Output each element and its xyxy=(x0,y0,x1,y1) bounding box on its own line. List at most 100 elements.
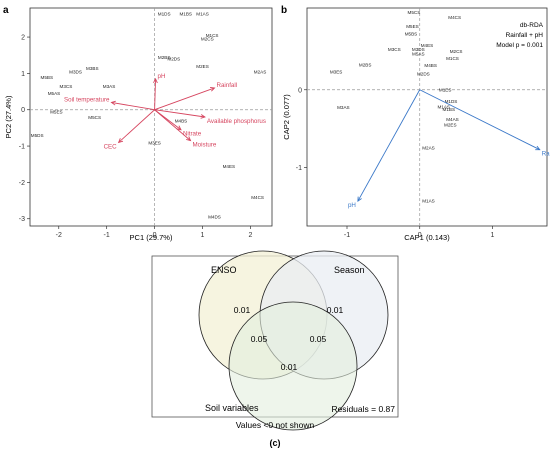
x-tick-label: 1 xyxy=(201,232,205,239)
panel-c: ENSO Season Soil variables 0.01 0.01 0.0… xyxy=(151,250,399,448)
panel-b-legend-line-3: Model p = 0.001 xyxy=(496,42,543,49)
venn-value-season-only: 0.01 xyxy=(327,305,344,315)
site-label-m3as: M3AS xyxy=(103,84,116,89)
site-label-m2as: M2AS xyxy=(422,146,435,151)
vector-cec xyxy=(118,109,155,143)
panel-a-frame xyxy=(29,7,273,227)
x-tick-label: 1 xyxy=(491,232,495,239)
venn-circle-soil-variables xyxy=(228,301,358,431)
vector-label-soil-temperature: Soil temperature xyxy=(64,96,110,103)
panel-a-x-ticks: -2 -1 0 1 2 xyxy=(56,226,252,239)
site-label-m1ds: M1DS xyxy=(158,11,171,16)
site-label-m5bs: M5BS xyxy=(41,75,54,80)
venn-label-enso: ENSO xyxy=(211,265,237,275)
site-label-m4cs: M4CS xyxy=(251,195,264,200)
panel-b-x-ticks: -1 0 1 xyxy=(344,226,495,239)
vector-ph xyxy=(357,89,421,202)
site-label-m4ds: M4DS xyxy=(208,215,221,220)
y-tick-label: 1 xyxy=(21,71,25,78)
panel-a-y-axis-label: PC2 (27.4%) xyxy=(4,95,13,138)
vector-label-cec: CEC xyxy=(104,143,118,150)
x-tick-label: -1 xyxy=(104,232,110,239)
site-label-m3ds: M3DS xyxy=(69,69,82,74)
vector-arrowhead-ph xyxy=(153,77,158,84)
panel-b-vectors: Rainfall pH xyxy=(348,89,550,209)
vector-arrowhead-moisture xyxy=(186,136,192,142)
panel-b-y-axis-label: CAP2 (0.077) xyxy=(282,94,291,140)
site-label-m3es: M3ES xyxy=(330,69,343,74)
panel-b-model-legend: db-RDA Rainfall + pH Model p = 0.001 xyxy=(496,22,543,49)
panel-a-reference-lines xyxy=(30,8,272,226)
panel-a-y-ticks: 2 1 0 -1 -2 -3 xyxy=(19,35,30,223)
site-label-m5cs: M5CS xyxy=(408,10,421,15)
site-label-m3cs: M3CS xyxy=(388,47,401,52)
site-label-m2cs: M2CS xyxy=(201,37,214,42)
x-tick-label: 2 xyxy=(248,232,252,239)
vector-label-rainfall: Rainfall xyxy=(216,82,237,89)
y-tick-label: 0 xyxy=(21,107,25,114)
site-label-m5cs: M5CS xyxy=(88,115,101,120)
site-label-m2as: M2AS xyxy=(254,69,267,74)
panel-b-reference-lines xyxy=(307,8,547,226)
site-label-m1as: M1AS xyxy=(437,104,450,109)
vector-label-ph: pH xyxy=(348,202,356,209)
site-label-m4es: M4ES xyxy=(223,164,236,169)
site-label-m5es: M5ES xyxy=(50,109,63,114)
site-label-m3es: M3ES xyxy=(148,140,161,145)
vector-arrowhead-cec xyxy=(117,138,124,144)
site-label-m2bs: M2BS xyxy=(158,55,171,60)
vector-available-phosphorus xyxy=(154,109,205,118)
venn-value-soil-only: 0.01 xyxy=(281,362,298,372)
x-tick-label: -2 xyxy=(56,232,62,239)
vector-label-available-phosphorus: Available phosphorus xyxy=(207,118,266,125)
vector-arrowhead-rainfall xyxy=(535,145,541,151)
site-label-m1bs: M1BS xyxy=(179,11,192,16)
site-label-m5ds: M5DS xyxy=(31,133,44,138)
x-tick-label: -1 xyxy=(344,232,350,239)
site-label-m1cs: M1CS xyxy=(206,33,219,38)
site-label-m1ds: M1DS xyxy=(445,99,458,104)
vector-ph xyxy=(154,78,157,110)
x-tick-label: 0 xyxy=(418,232,422,239)
site-label-m3as: M3AS xyxy=(337,105,350,110)
site-label-m2es: M2ES xyxy=(444,122,457,127)
panel-b-legend-line-1: db-RDA xyxy=(520,22,544,29)
vector-label-moisture: Moisture xyxy=(193,142,217,149)
vector-rainfall xyxy=(154,87,215,111)
panel-a-x-axis-label: PC1 (29.7%) xyxy=(130,233,173,242)
vector-label-rainfall: Rainfall xyxy=(542,151,550,158)
venn-value-season-soil: 0.05 xyxy=(310,334,327,344)
site-label-m1es: M1ES xyxy=(439,87,452,92)
site-label-m1as: M1AS xyxy=(422,199,435,204)
venn-residuals: Residuals = 0.87 xyxy=(331,404,395,414)
site-label-m1bs: M1BS xyxy=(443,107,456,112)
vector-arrowhead-soil-temperature xyxy=(110,100,116,106)
panel-b-legend-line-2: Rainfall + pH xyxy=(506,32,544,39)
site-label-m5as: M5AS xyxy=(412,51,425,56)
site-label-m4as: M4AS xyxy=(446,117,459,122)
site-label-m4cs: M4CS xyxy=(448,15,461,20)
site-label-m3ds: M3DS xyxy=(412,47,425,52)
venn-value-enso-soil: 0.05 xyxy=(251,334,268,344)
site-label-m1as: M1AS xyxy=(196,11,209,16)
panel-b-x-axis-label: CAP1 (0.143) xyxy=(404,233,450,242)
vector-label-nitrate: Nitrate xyxy=(183,131,202,138)
site-label-m4bs: M4BS xyxy=(424,63,437,68)
x-tick-label: 0 xyxy=(153,232,157,239)
site-label-m2ds: M2DS xyxy=(417,72,430,77)
panel-b-y-ticks: 0 -1 xyxy=(296,87,307,172)
site-label-m4bs: M4BS xyxy=(175,118,188,123)
y-tick-label: 2 xyxy=(21,35,25,42)
y-tick-label: 0 xyxy=(298,87,302,94)
panel-a: a -2 -1 0 1 2 2 1 0 -1 -2 -3 M1DS M1BS M1AS M1CSM2CS… xyxy=(3,5,273,242)
panel-a-letter: a xyxy=(3,5,9,16)
vector-arrowhead-ph xyxy=(357,196,362,202)
venn-label-season: Season xyxy=(334,265,365,275)
y-tick-label: -1 xyxy=(296,165,302,172)
vector-soil-temperature xyxy=(111,102,155,111)
site-label-m1cs: M1CS xyxy=(446,56,459,61)
